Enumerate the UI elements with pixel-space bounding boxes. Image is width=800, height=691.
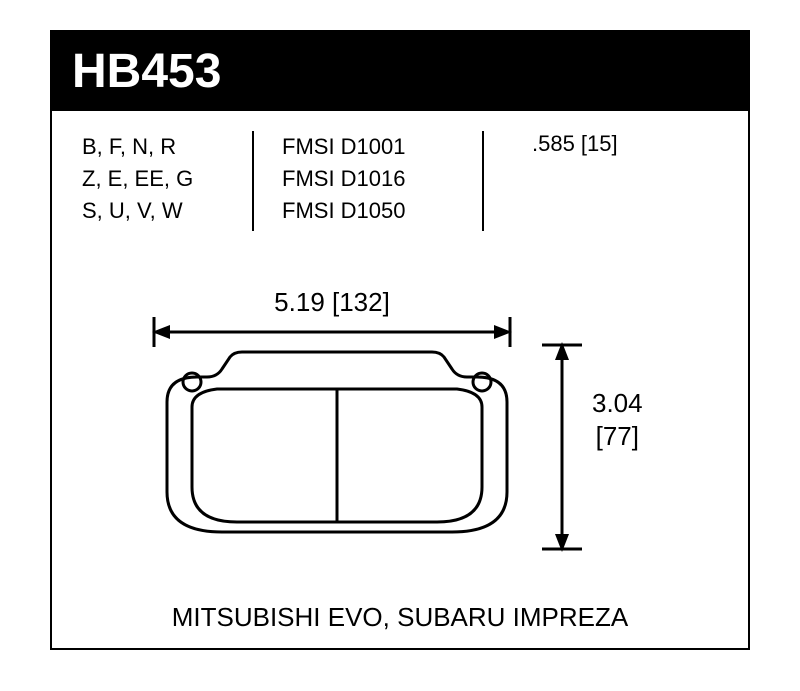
spec-sheet: HB453 B, F, N, R Z, E, EE, G S, U, V, W …: [50, 30, 750, 650]
fmsi-line: FMSI D1016: [282, 163, 492, 195]
diagram-area: 5.19 [132] 3.04 [77]: [52, 257, 748, 637]
thickness-value: .585 [15]: [532, 131, 618, 157]
fmsi-column: FMSI D1001 FMSI D1016 FMSI D1050: [282, 131, 492, 227]
fmsi-line: FMSI D1001: [282, 131, 492, 163]
code-line: Z, E, EE, G: [82, 163, 252, 195]
height-value: 3.04: [592, 387, 643, 421]
specs-row: B, F, N, R Z, E, EE, G S, U, V, W FMSI D…: [52, 111, 748, 237]
fmsi-line: FMSI D1050: [282, 195, 492, 227]
brake-pad-icon: [152, 347, 532, 547]
code-line: S, U, V, W: [82, 195, 252, 227]
header: HB453: [52, 32, 748, 111]
divider: [482, 131, 484, 231]
width-label: 5.19 [132]: [152, 287, 512, 318]
code-line: B, F, N, R: [82, 131, 252, 163]
thickness-column: .585 [15]: [532, 131, 618, 227]
divider: [252, 131, 254, 231]
height-label: 3.04 [77]: [592, 387, 643, 455]
height-dimension-arrow: [542, 342, 582, 552]
height-value-mm: [77]: [592, 420, 643, 454]
vehicle-footer: MITSUBISHI EVO, SUBARU IMPREZA: [52, 602, 748, 633]
vehicle-list: MITSUBISHI EVO, SUBARU IMPREZA: [172, 602, 629, 632]
codes-column: B, F, N, R Z, E, EE, G S, U, V, W: [82, 131, 252, 227]
width-dimension-arrow: [152, 317, 512, 347]
part-number: HB453: [72, 45, 221, 98]
